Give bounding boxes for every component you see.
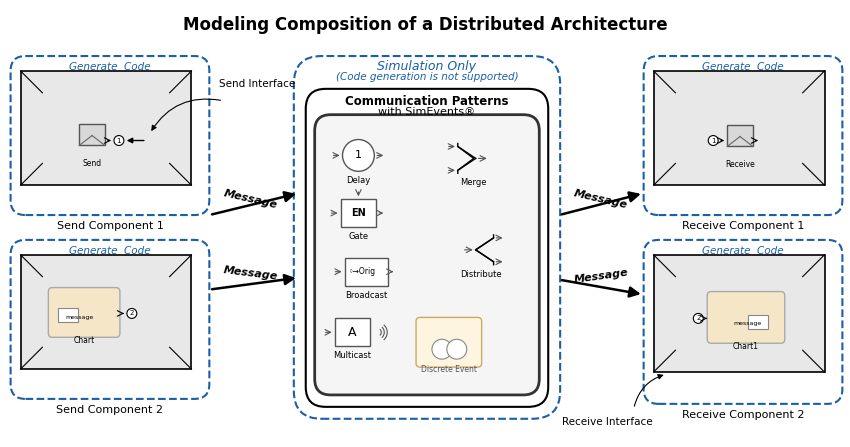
- Text: Gate: Gate: [348, 232, 369, 241]
- Text: Generate  Code: Generate Code: [69, 62, 150, 72]
- Text: Receive: Receive: [725, 160, 755, 169]
- FancyBboxPatch shape: [306, 89, 548, 407]
- Text: Distribute: Distribute: [460, 270, 501, 279]
- Text: message: message: [65, 316, 94, 320]
- Text: Discrete Event: Discrete Event: [421, 365, 477, 374]
- Circle shape: [127, 308, 137, 318]
- Text: message: message: [734, 321, 762, 326]
- Text: 1: 1: [711, 138, 716, 143]
- Text: 1: 1: [116, 138, 122, 143]
- Text: Message: Message: [573, 268, 629, 285]
- Text: Communication Patterns: Communication Patterns: [345, 95, 509, 108]
- Circle shape: [447, 339, 467, 359]
- Text: Send Interface: Send Interface: [219, 79, 296, 89]
- Text: Generate  Code: Generate Code: [702, 62, 784, 72]
- Text: Generate  Code: Generate Code: [702, 246, 784, 256]
- Text: Receive Interface: Receive Interface: [562, 417, 652, 427]
- Bar: [20, 71, 191, 185]
- Text: Message: Message: [224, 265, 279, 281]
- Bar: [654, 255, 824, 372]
- Text: 2: 2: [130, 310, 134, 316]
- Text: Send: Send: [82, 160, 102, 169]
- Bar: [341, 199, 377, 227]
- Text: EN: EN: [351, 208, 365, 218]
- Text: 1: 1: [355, 151, 362, 160]
- Text: with SimEvents®: with SimEvents®: [378, 107, 475, 117]
- Text: Broadcast: Broadcast: [345, 291, 388, 299]
- Circle shape: [343, 139, 374, 171]
- Text: Receive Component 1: Receive Component 1: [682, 221, 804, 231]
- Text: ◦→Orig: ◦→Orig: [348, 267, 376, 276]
- FancyBboxPatch shape: [314, 115, 539, 395]
- Bar: [748, 316, 768, 329]
- Text: Chart1: Chart1: [733, 342, 759, 351]
- FancyBboxPatch shape: [416, 317, 482, 367]
- FancyBboxPatch shape: [48, 287, 120, 337]
- Text: 2: 2: [696, 316, 700, 321]
- Bar: [344, 258, 388, 286]
- Bar: [654, 71, 824, 185]
- Bar: [335, 318, 371, 346]
- Text: (Code generation is not supported): (Code generation is not supported): [336, 72, 518, 82]
- Bar: [79, 124, 105, 145]
- Bar: [20, 255, 191, 369]
- Text: Message: Message: [224, 188, 279, 210]
- Text: A: A: [348, 326, 357, 339]
- Text: Receive Component 2: Receive Component 2: [682, 410, 804, 420]
- Circle shape: [114, 135, 124, 145]
- Text: Merge: Merge: [461, 178, 487, 187]
- Text: Message: Message: [573, 188, 629, 210]
- FancyBboxPatch shape: [707, 291, 785, 343]
- Circle shape: [432, 339, 452, 359]
- Circle shape: [708, 135, 718, 145]
- Text: Simulation Only: Simulation Only: [377, 60, 477, 73]
- Text: Send Component 2: Send Component 2: [56, 405, 163, 415]
- Text: Multicast: Multicast: [333, 351, 371, 360]
- Text: Generate  Code: Generate Code: [69, 246, 150, 256]
- Text: Modeling Composition of a Distributed Architecture: Modeling Composition of a Distributed Ar…: [183, 16, 667, 34]
- Text: Send Component 1: Send Component 1: [57, 221, 163, 231]
- Text: Delay: Delay: [346, 176, 371, 186]
- Circle shape: [694, 313, 703, 323]
- Bar: [59, 308, 78, 322]
- Text: Chart: Chart: [73, 336, 94, 345]
- Bar: [727, 125, 753, 147]
